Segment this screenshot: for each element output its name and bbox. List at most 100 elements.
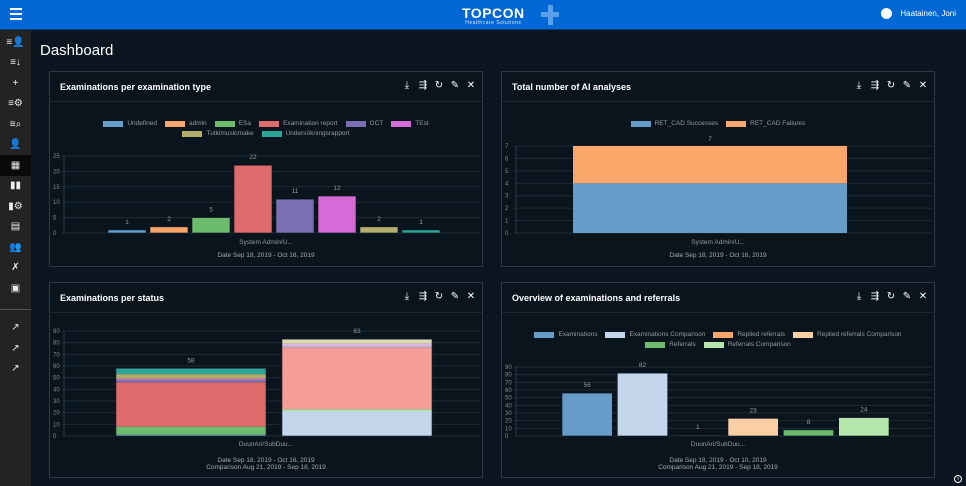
bar-segment[interactable] [573, 183, 847, 233]
stack-segment[interactable] [116, 374, 266, 379]
panel-exam-status: Examinations per status ⤓ ⇶ ↻ ✎ ✕ DuunAri/SubD… [49, 282, 483, 478]
sidebar-external-link-icon-2[interactable]: ↗ [11, 363, 20, 375]
export-data-icon[interactable]: ⇶ [870, 80, 880, 91]
legend-item[interactable]: RET_CAD Failures [726, 120, 805, 127]
sidebar-dashboard-icon[interactable]: ▦ [0, 155, 31, 176]
sidebar-report-settings-icon[interactable]: ▤ [10, 221, 21, 233]
sidebar-assign-user-icon[interactable]: ≡👤 [6, 36, 25, 48]
legend-item[interactable]: ESa [214, 120, 251, 127]
sidebar-external-link-icon-0[interactable]: ↗ [11, 322, 20, 334]
legend-item[interactable]: OCT [345, 120, 383, 127]
bar[interactable] [401, 229, 441, 234]
stack-segment[interactable] [116, 382, 266, 427]
sidebar-external-link-icon-1[interactable]: ↗ [11, 342, 20, 354]
info-icon[interactable]: i [954, 475, 962, 483]
sidebar-bar-chart-icon[interactable]: ▮▮ [9, 180, 21, 192]
bar[interactable] [233, 164, 273, 234]
legend-swatch [630, 120, 651, 127]
bar[interactable] [149, 226, 189, 234]
stack-segment[interactable] [282, 347, 432, 410]
bar[interactable] [107, 229, 147, 234]
legend-item[interactable]: Examinations [534, 331, 597, 338]
sidebar-users-group-icon[interactable]: 👥 [9, 241, 22, 253]
y-tick-label: 0 [53, 231, 57, 237]
legend-item[interactable]: Examination report [258, 120, 338, 127]
export-data-icon[interactable]: ⇶ [418, 80, 428, 91]
legend-item[interactable]: Referrals [645, 341, 696, 348]
bar[interactable] [727, 418, 779, 437]
edit-icon[interactable]: ✎ [450, 80, 460, 91]
stack-segment[interactable] [116, 426, 266, 435]
y-tick-label: 60 [53, 364, 60, 370]
sidebar-monitor-chart-icon[interactable]: ▣ [10, 282, 21, 294]
stack-segment[interactable] [116, 378, 266, 380]
legend-item[interactable]: Referrals Comparison [703, 341, 791, 348]
bar[interactable] [317, 195, 357, 234]
sidebar-download-list-icon[interactable]: ≡↓ [10, 57, 21, 69]
y-tick-label: 10 [53, 422, 60, 428]
export-data-icon[interactable]: ⇶ [418, 291, 428, 302]
bar[interactable] [275, 198, 315, 234]
legend-item[interactable]: admin [164, 120, 207, 127]
edit-icon[interactable]: ✎ [902, 291, 912, 302]
legend-item[interactable]: TEst [391, 120, 429, 127]
sidebar-tools-icon[interactable]: ✗ [11, 262, 20, 274]
y-tick-label: 90 [53, 329, 60, 335]
bar[interactable] [838, 417, 890, 437]
bar[interactable] [617, 372, 668, 437]
sidebar-user-search-icon[interactable]: 👤 [9, 139, 22, 151]
bar[interactable] [672, 434, 724, 437]
data-label: 8 [807, 419, 811, 426]
close-icon[interactable]: ✕ [466, 80, 476, 91]
sidebar-list-search-icon[interactable]: ≡⌕ [9, 118, 22, 130]
stack-segment[interactable] [282, 345, 432, 348]
bar[interactable] [561, 392, 613, 437]
legend-item[interactable]: Tutkimuslomake [182, 130, 254, 137]
legend-item[interactable]: Replied referrals [713, 331, 785, 338]
download-icon[interactable]: ⤓ [856, 80, 862, 91]
close-icon[interactable]: ✕ [466, 291, 476, 302]
legend-label: Examinations Comparison [629, 331, 706, 338]
edit-icon[interactable]: ✎ [902, 80, 912, 91]
download-icon[interactable]: ⤓ [404, 291, 410, 302]
bar[interactable] [359, 226, 399, 234]
export-data-icon[interactable]: ⇶ [870, 291, 880, 302]
stack-segment[interactable] [116, 368, 266, 375]
legend-item[interactable]: RET_CAD Successes [630, 120, 718, 127]
close-icon[interactable]: ✕ [918, 80, 928, 91]
close-icon[interactable]: ✕ [918, 291, 928, 302]
stack-segment[interactable] [116, 380, 266, 383]
x-category-label: System Admin/U... [691, 239, 745, 246]
refresh-icon[interactable]: ↻ [434, 291, 444, 302]
refresh-icon[interactable]: ↻ [886, 291, 896, 302]
stack-segment[interactable] [282, 409, 432, 412]
user-menu[interactable]: Haatainen, Joni [881, 8, 956, 19]
download-icon[interactable]: ⤓ [404, 80, 410, 91]
stack-segment[interactable] [282, 343, 432, 345]
y-tick-label: 5 [505, 169, 509, 175]
chart-plot: 0 1 2 3 4 5 6 7 7 [505, 136, 932, 237]
data-label: 58 [187, 357, 195, 364]
y-tick-label: 20 [505, 419, 512, 425]
bar[interactable] [191, 217, 231, 234]
data-label: 82 [639, 362, 647, 369]
legend-item[interactable]: Undersökningsrapport [261, 130, 350, 137]
sidebar-list-settings-icon[interactable]: ≡⚙ [8, 98, 23, 110]
stack-segment[interactable] [282, 339, 432, 344]
refresh-icon[interactable]: ↻ [434, 80, 444, 91]
download-icon[interactable]: ⤓ [856, 291, 862, 302]
bar-segment[interactable] [573, 146, 847, 184]
sidebar-add-icon[interactable]: + [12, 77, 19, 89]
legend-item[interactable]: Undefined [103, 120, 157, 127]
edit-icon[interactable]: ✎ [450, 291, 460, 302]
date-range-caption: Date Sep 18, 2019 - Oct 16, 2019 [217, 252, 315, 259]
stack-segment[interactable] [116, 434, 266, 436]
legend-item[interactable]: Examinations Comparison [605, 331, 705, 338]
bar[interactable] [783, 429, 834, 437]
sidebar-chart-settings-icon[interactable]: ▮⚙ [8, 200, 23, 212]
legend-swatch [258, 120, 279, 127]
legend-item[interactable]: Replied referrals Comparison [793, 331, 902, 338]
menu-icon[interactable] [10, 8, 22, 20]
stack-segment[interactable] [282, 411, 432, 437]
refresh-icon[interactable]: ↻ [886, 80, 896, 91]
